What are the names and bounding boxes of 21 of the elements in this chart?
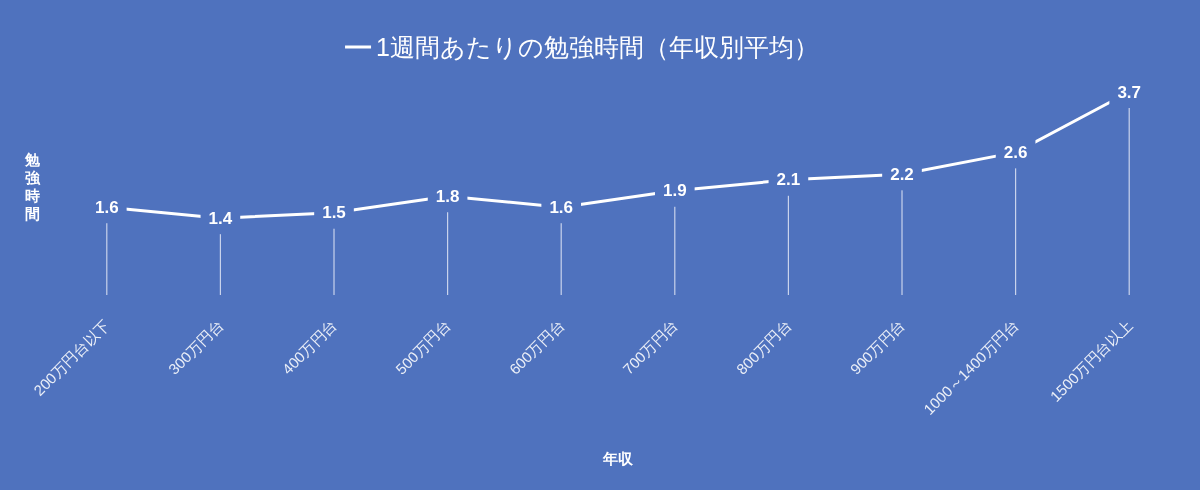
x-tick-label: 600万円台 [505,316,568,378]
x-tick-label: 700万円台 [619,316,681,378]
data-label: 1.8 [435,186,460,206]
x-tick-label: 300万円台 [164,316,227,378]
data-label: 1.6 [549,197,574,217]
x-tick-label: 500万円台 [392,316,454,378]
x-axis-title: 年収 [602,450,634,467]
data-label: 2.1 [776,170,801,190]
data-label: 2.6 [1003,142,1028,162]
x-tick-label: 400万円台 [278,316,341,378]
data-label: 2.2 [890,164,914,184]
x-tick-label: 200万円台以下 [30,316,113,399]
data-label: 1.9 [662,181,687,201]
data-label: 3.7 [1117,82,1142,102]
y-axis-title: 勉強時間 [23,150,41,222]
data-label: 1.4 [208,208,233,228]
data-label: 1.6 [94,197,119,217]
data-label: 1.5 [322,203,346,223]
legend-label: 1週間あたりの勉強時間（年収別平均） [376,33,819,61]
x-tick-label: 800万円台 [732,316,795,378]
x-tick-label: 900万円台 [846,316,909,378]
